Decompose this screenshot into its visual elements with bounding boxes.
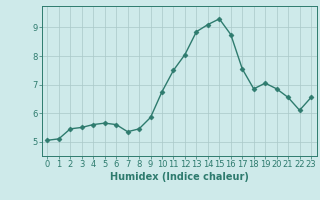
X-axis label: Humidex (Indice chaleur): Humidex (Indice chaleur) (110, 172, 249, 182)
